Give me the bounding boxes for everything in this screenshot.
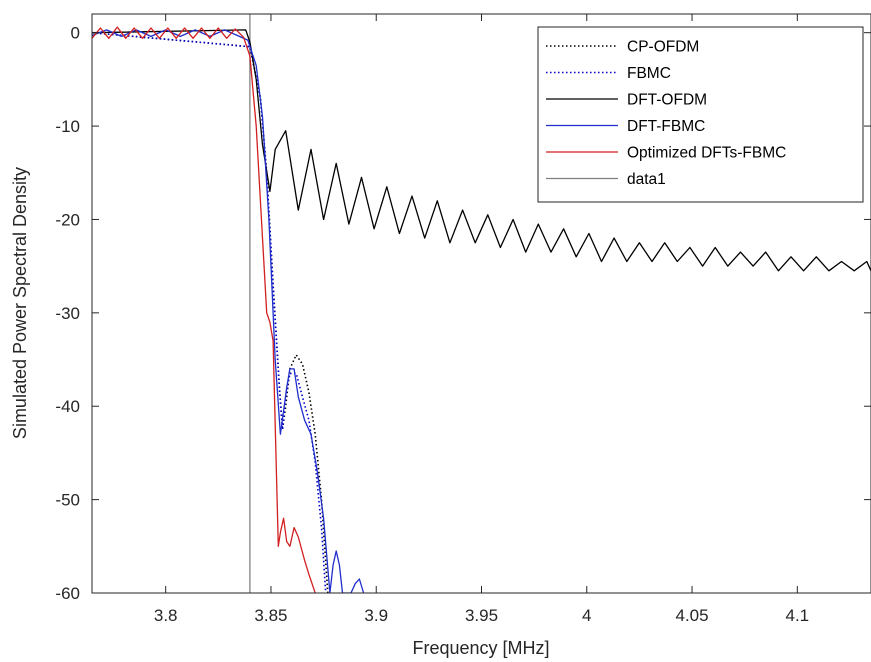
series-line-dft-ofdm [92, 29, 871, 272]
x-tick-label: 4.05 [675, 606, 708, 625]
y-tick-label: -50 [55, 491, 80, 510]
series-line-cp-ofdm [92, 31, 329, 593]
legend-item-cp-ofdm: CP-OFDM [546, 39, 699, 56]
y-tick-label: 0 [71, 24, 80, 43]
tick-layer: 3.8 3.85 3.9 3.95 4 4.05 4.1 0 -10 -20 -30 -40 -50 -6… [55, 14, 871, 625]
legend-label: DFT-FBMC [627, 118, 705, 135]
y-tick-label: -30 [55, 304, 80, 323]
legend-box [537, 26, 864, 203]
y-axis-title: Simulated Power Spectral Density [10, 167, 30, 439]
legend-label: FBMC [627, 65, 671, 82]
x-tick-label: 3.95 [465, 606, 498, 625]
legend: CP-OFDM FBMC DFT-OFDM DFT-FBMC Optimized DFT… [537, 26, 864, 203]
y-tick-label: -40 [55, 397, 80, 416]
legend-label: CP-OFDM [627, 39, 699, 56]
legend-item-dft-ofdm: DFT-OFDM [546, 92, 707, 109]
series-layer [92, 14, 871, 593]
y-tick-label: -20 [55, 210, 80, 229]
legend-label: data1 [627, 171, 666, 188]
legend-label: Optimized DFTs-FBMC [627, 145, 786, 162]
x-tick-label: 3.9 [364, 606, 388, 625]
x-tick-label: 3.85 [254, 606, 287, 625]
legend-item-fbmc: FBMC [546, 65, 671, 82]
x-tick-label: 3.8 [154, 606, 178, 625]
x-axis-title: Frequency [MHz] [412, 638, 549, 658]
y-tick-label: -10 [55, 117, 80, 136]
legend-label: DFT-OFDM [627, 92, 707, 109]
x-tick-label: 4.1 [785, 606, 809, 625]
legend-item-data1: data1 [546, 171, 666, 188]
legend-item-dft-fbmc: DFT-FBMC [546, 118, 705, 135]
legend-item-optimized-dfts-fbmc: Optimized DFTs-FBMC [546, 145, 786, 162]
series-line-optimized-dfts-fbmc [92, 26, 316, 593]
y-tick-label: -60 [55, 584, 80, 603]
x-tick-label: 4 [582, 606, 591, 625]
legend-items: CP-OFDM FBMC DFT-OFDM DFT-FBMC Optimized DFT… [546, 39, 786, 188]
